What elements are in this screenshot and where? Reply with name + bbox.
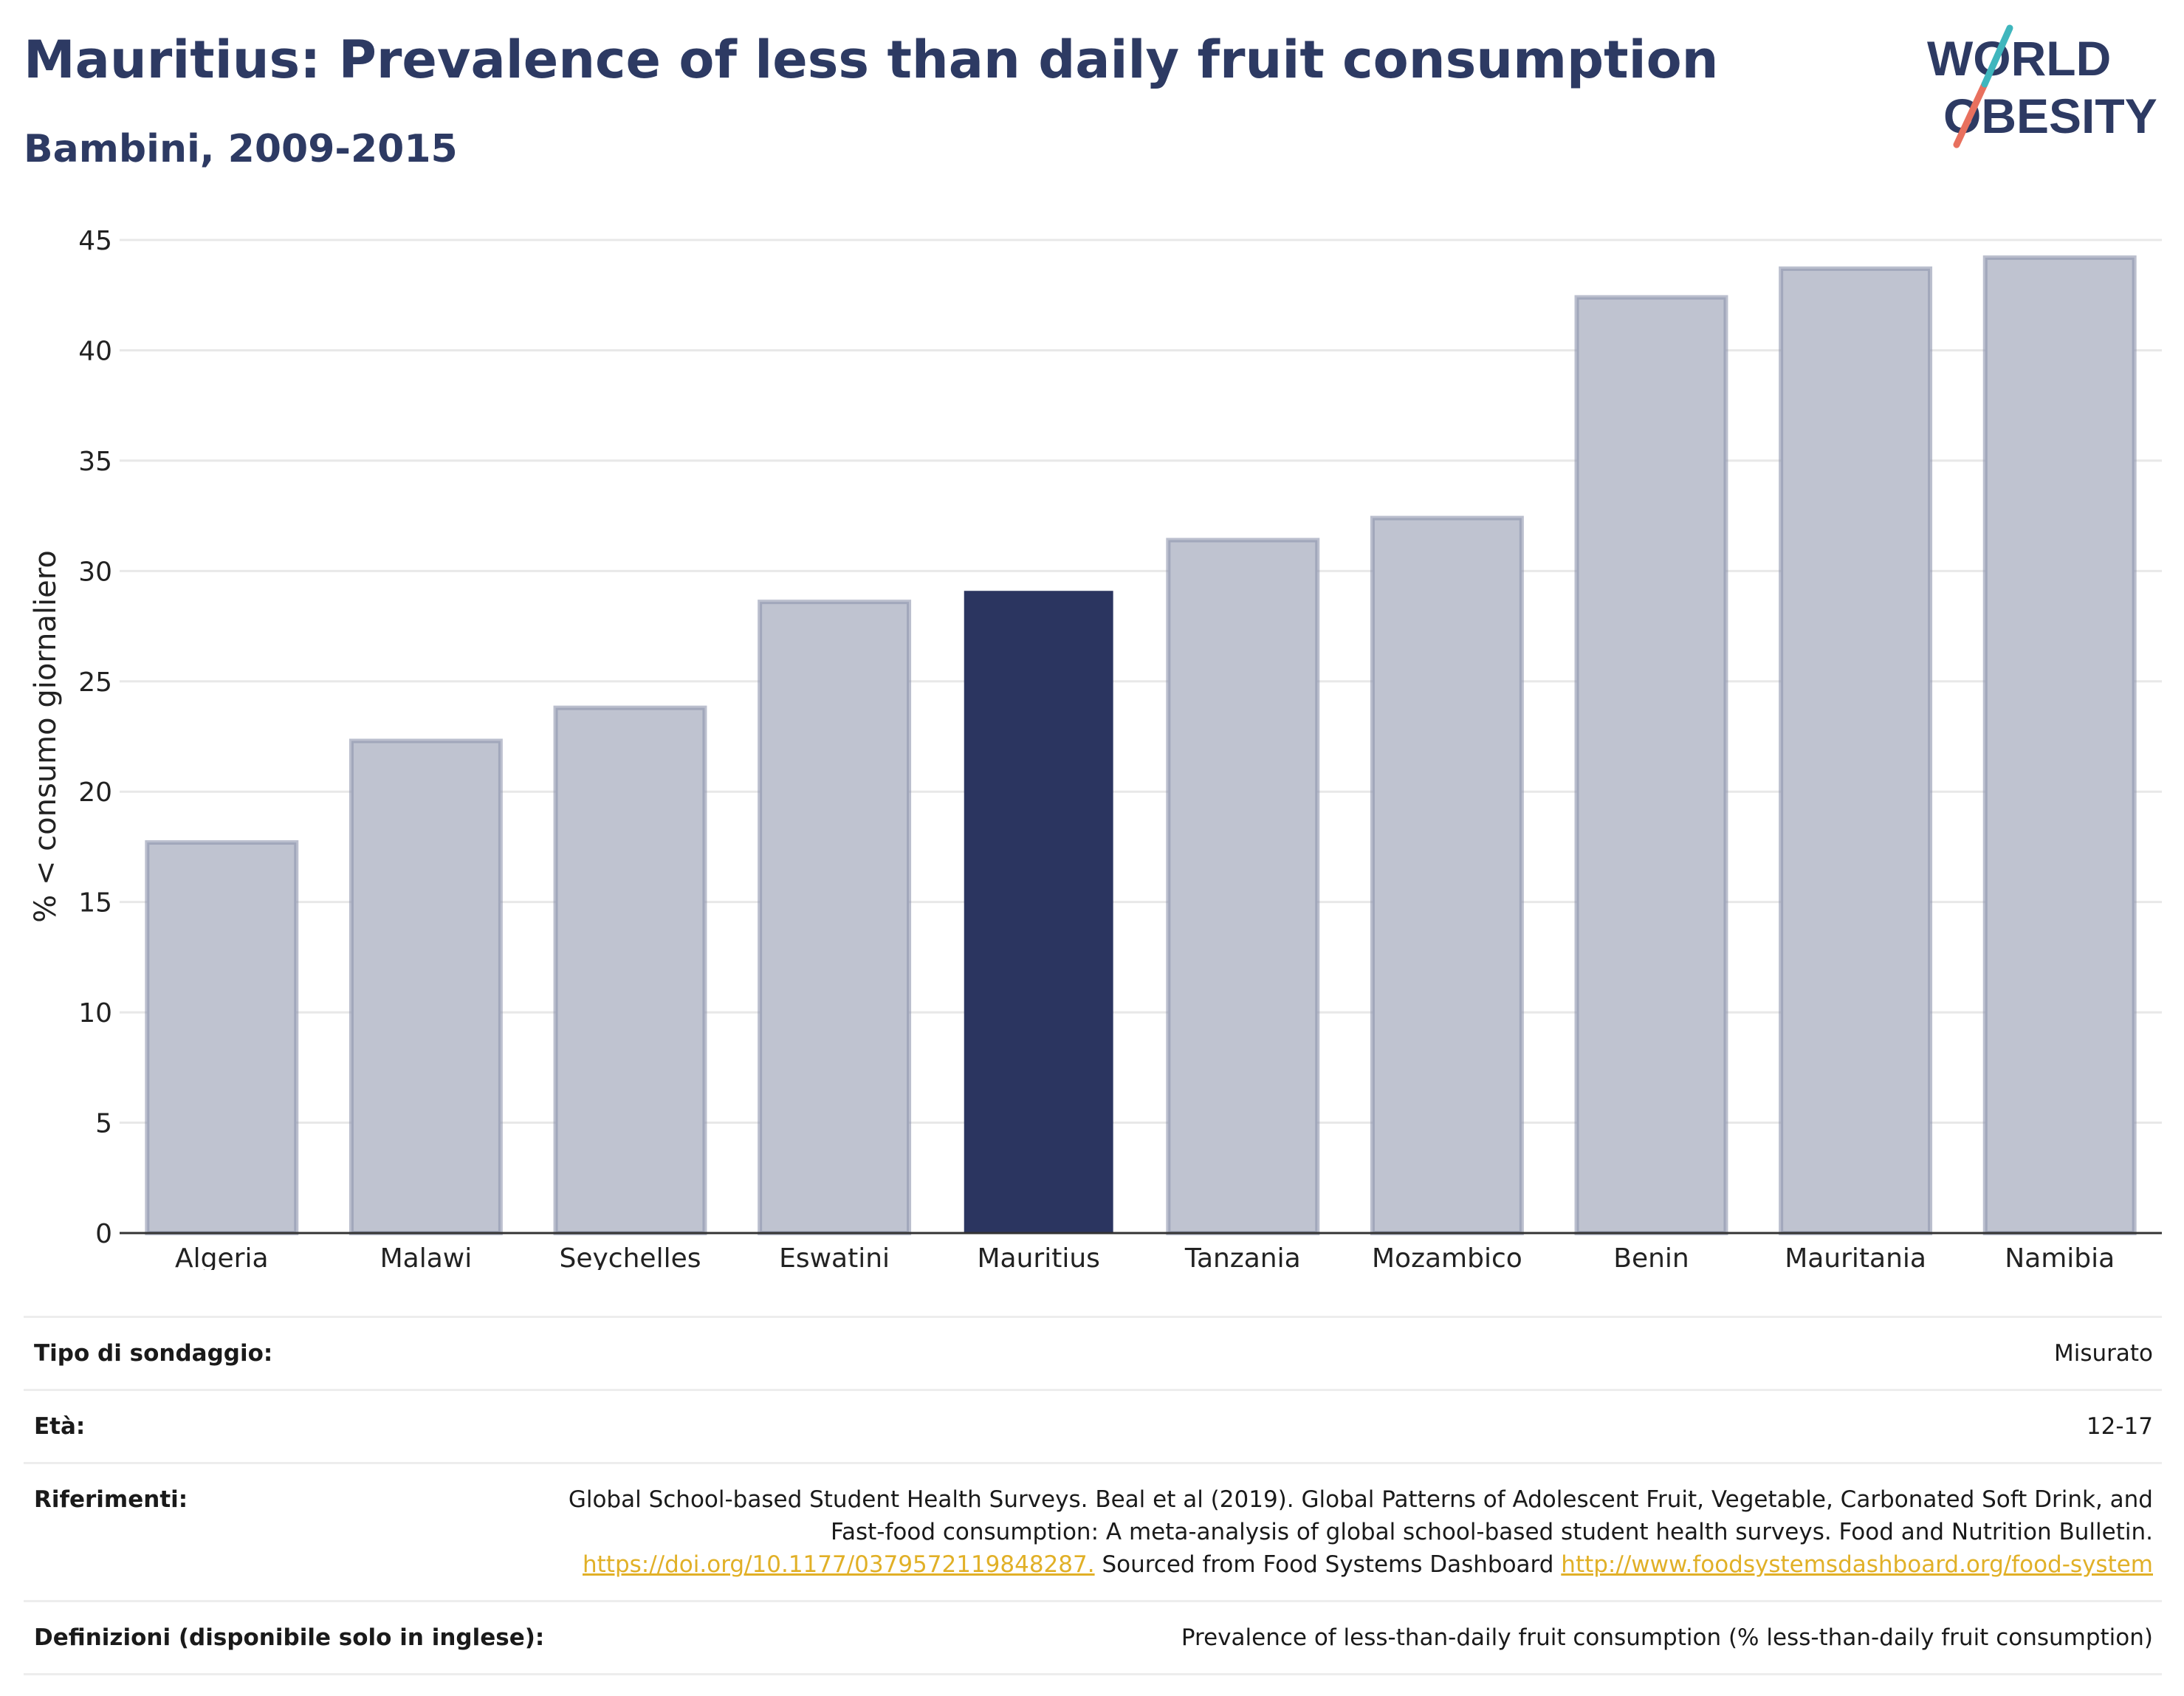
y-tick-label: 40 (78, 336, 112, 366)
logo-slash-coral (1953, 80, 1988, 148)
y-tick-label: 25 (78, 667, 112, 698)
bar-chart: 0 5 10 15 20 25 30 35 40 45 Algeria Malawi Seychell… (29, 226, 2162, 1270)
y-tick-label: 0 (95, 1219, 112, 1249)
y-tick-labels: 0 5 10 15 20 25 30 35 40 45 (78, 226, 112, 1249)
bar (758, 600, 912, 1235)
y-axis-title: % < consumo giornaliero (29, 550, 63, 923)
world-obesity-logo: WORLD OBESITY (1927, 24, 2157, 148)
x-tick-label: Malawi (380, 1243, 473, 1270)
y-tick-label: 30 (78, 557, 112, 587)
y-tick-label: 5 (95, 1109, 112, 1139)
x-tick-label: Eswatini (779, 1243, 890, 1270)
y-tick-label: 35 (78, 447, 112, 477)
survey-type-row: Tipo di sondaggio: Misurato (24, 1318, 2162, 1391)
food-systems-link[interactable]: http://www.foodsystemsdashboard.org/food… (1561, 1551, 2153, 1578)
x-tick-label: Seychelles (560, 1243, 701, 1270)
y-tick-label: 15 (78, 888, 112, 919)
x-tick-label: Mozambico (1372, 1243, 1522, 1270)
definitions-row: Definizioni (disponibile solo in inglese… (24, 1602, 2162, 1675)
x-tick-label: Namibia (2005, 1243, 2115, 1270)
bar (1370, 515, 1524, 1236)
age-label: Età: (34, 1413, 86, 1440)
survey-type-value: Misurato (2053, 1340, 2153, 1367)
bar (553, 705, 707, 1235)
x-tick-label: Mauritania (1785, 1243, 1926, 1270)
references-value: Global School-based Student Health Surve… (558, 1483, 2153, 1581)
bar (1982, 255, 2137, 1235)
references-text: Global School-based Student Health Surve… (568, 1486, 2153, 1545)
bar (1779, 266, 1933, 1235)
source-text: Sourced from Food Systems Dashboard (1102, 1551, 1554, 1578)
bar (1574, 295, 1728, 1236)
x-tick-label: Benin (1613, 1243, 1689, 1270)
y-tick-label: 45 (78, 226, 112, 256)
x-tick-label: Tanzania (1184, 1243, 1301, 1270)
references-label: Riferimenti: (34, 1486, 188, 1513)
metadata-table: Tipo di sondaggio: Misurato Età: 12-17 R… (24, 1316, 2162, 1675)
bars (145, 255, 2137, 1236)
y-tick-label: 20 (78, 777, 112, 808)
bar (348, 738, 503, 1235)
definitions-label: Definizioni (disponibile solo in inglese… (34, 1624, 545, 1651)
age-value: 12-17 (2086, 1413, 2153, 1440)
survey-type-label: Tipo di sondaggio: (34, 1340, 273, 1367)
x-tick-label: Mauritius (977, 1243, 1099, 1270)
chart-title: Mauritius: Prevalence of less than daily… (24, 30, 1719, 90)
references-row: Riferimenti: Global School-based Student… (24, 1464, 2162, 1602)
bar-highlighted (964, 591, 1113, 1233)
age-row: Età: 12-17 (24, 1391, 2162, 1464)
doi-link[interactable]: https://doi.org/10.1177/0379572119848287… (583, 1551, 1095, 1578)
definitions-value: Prevalence of less-than-daily fruit cons… (1181, 1624, 2153, 1651)
logo-word-1: WORLD (1927, 31, 2111, 86)
chart-subtitle: Bambini, 2009-2015 (24, 127, 458, 171)
x-tick-label: Algeria (175, 1243, 269, 1270)
x-tick-labels: Algeria Malawi Seychelles Eswatini Mauritius… (175, 1243, 2115, 1270)
logo-slash-teal (1981, 24, 2013, 88)
bar (1166, 538, 1320, 1235)
y-tick-label: 10 (78, 998, 112, 1029)
bar (145, 840, 299, 1235)
